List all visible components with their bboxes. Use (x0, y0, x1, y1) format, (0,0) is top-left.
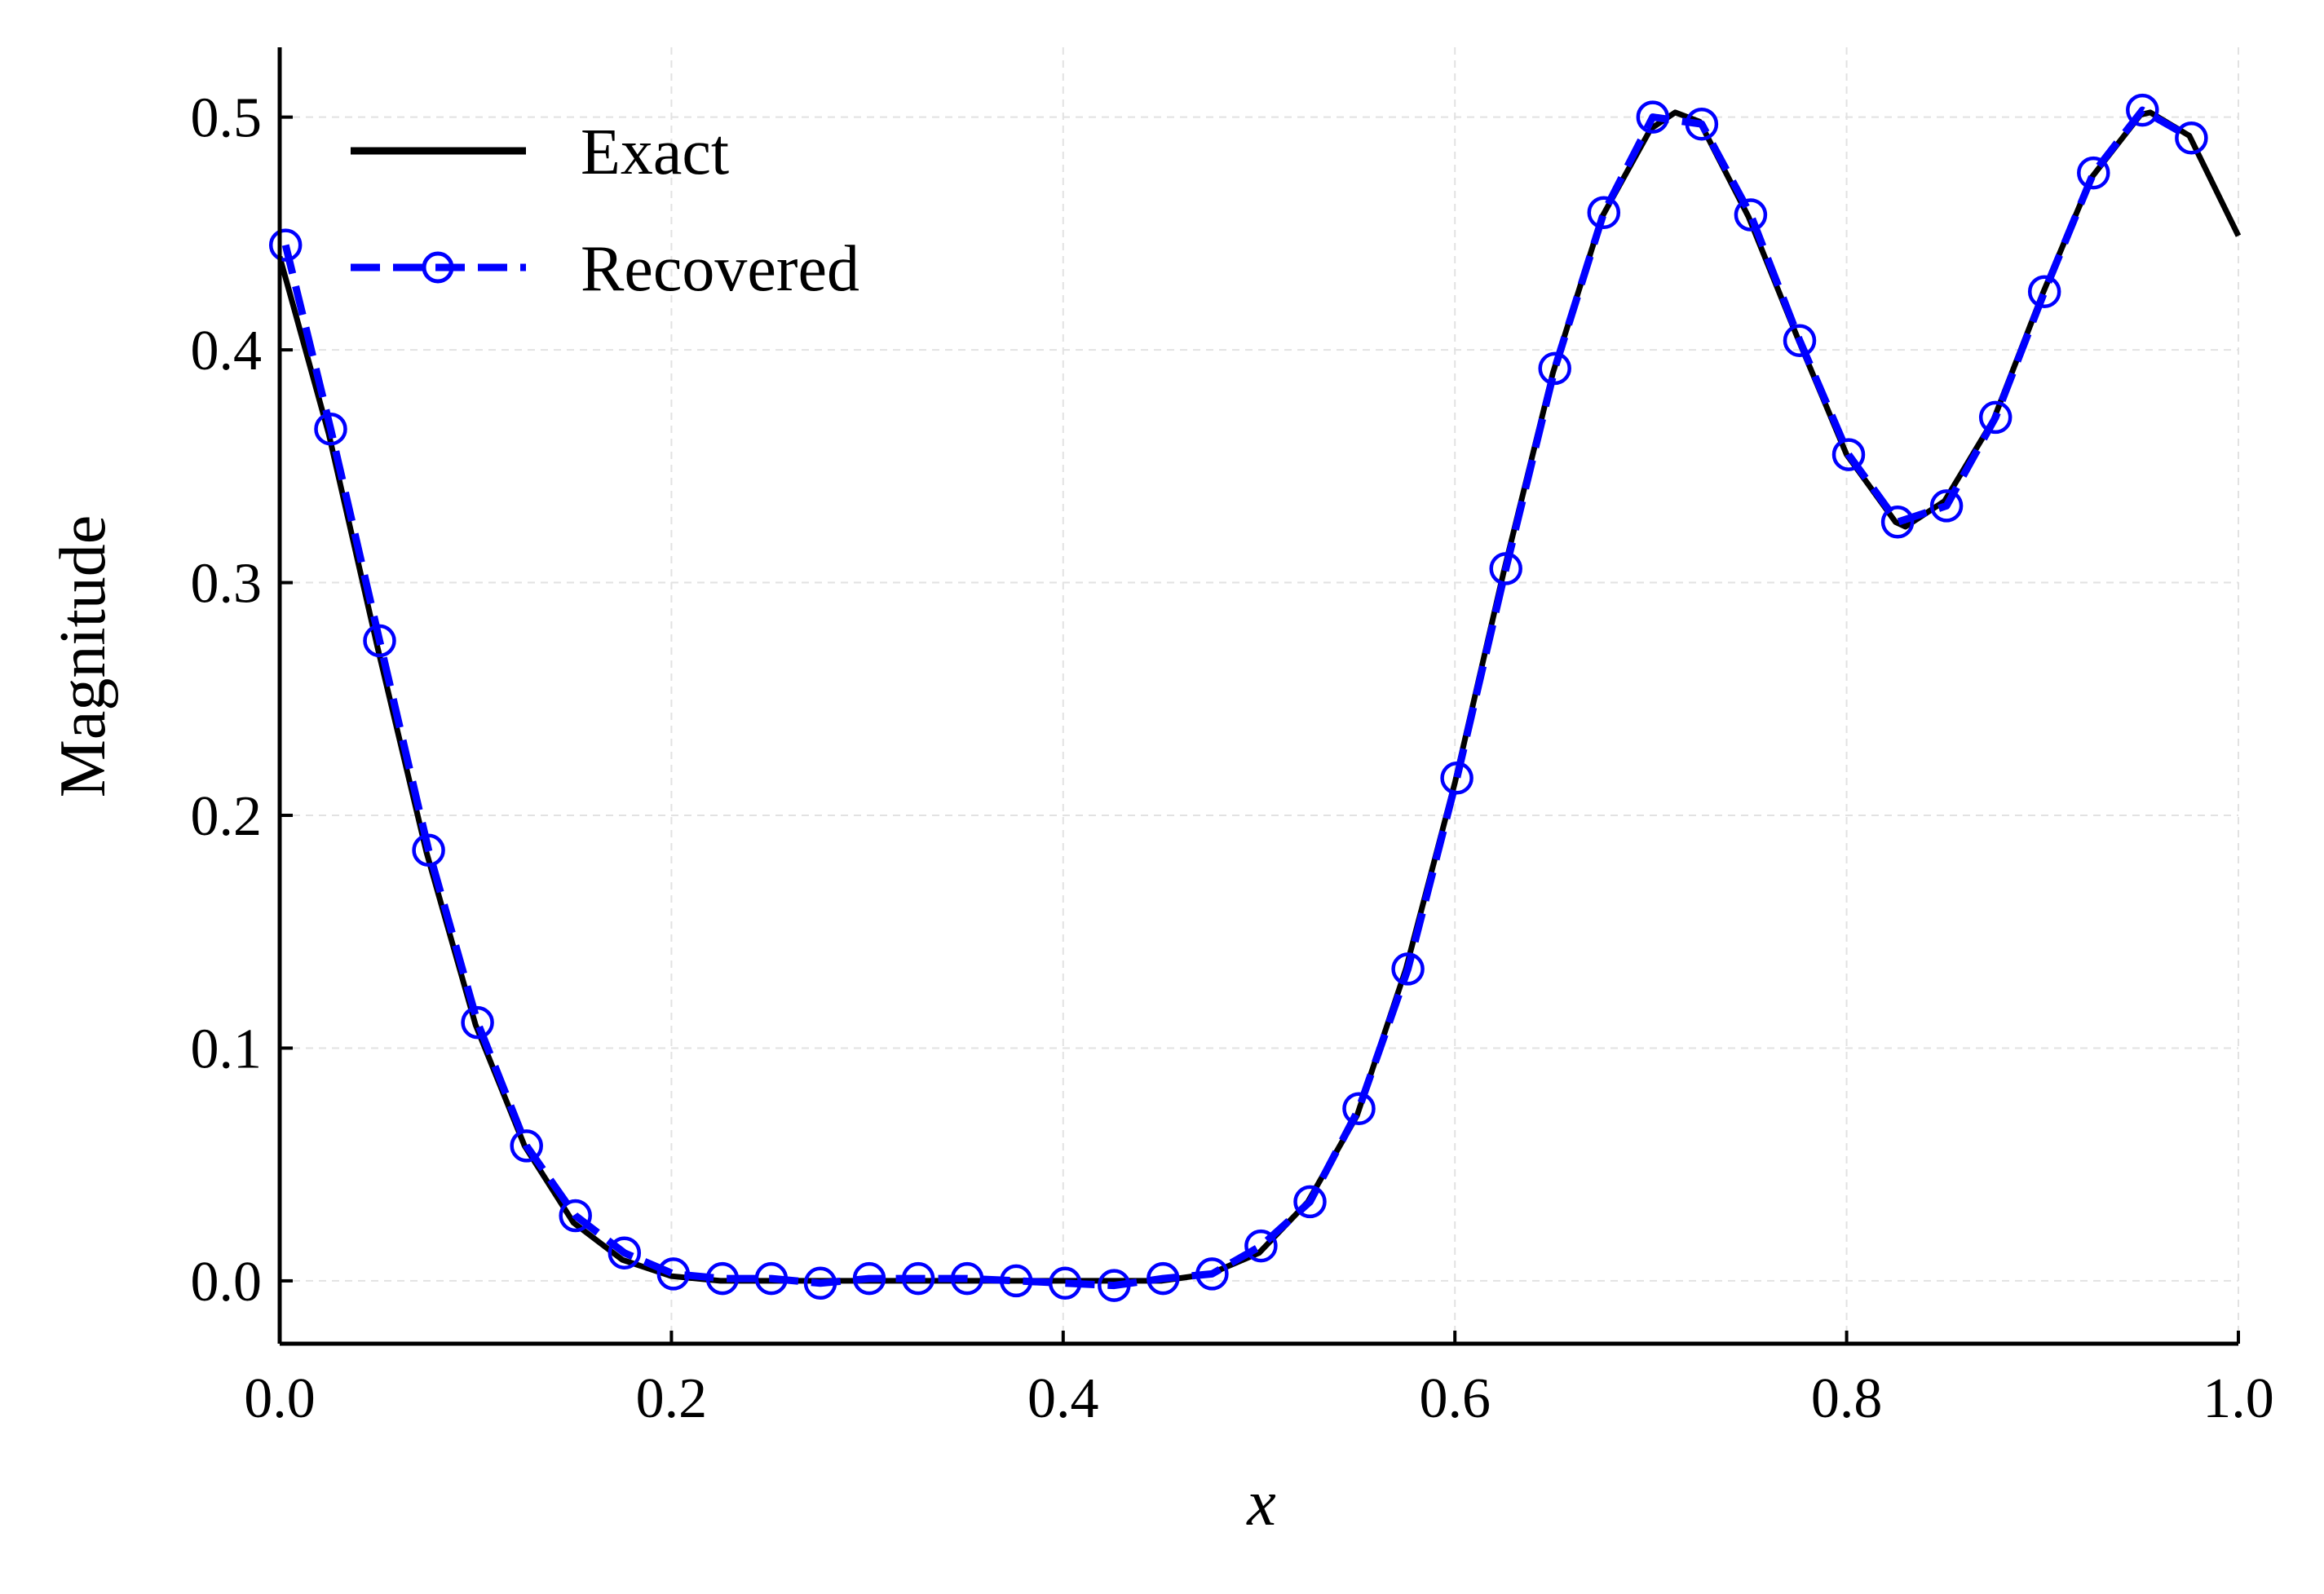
data-point-recovered (1978, 400, 2013, 435)
ticks: 0.0 0.2 0.4 0.6 0.8 1.0 0.0 0.1 0.2 0.3 0.4 0.5 (191, 87, 2274, 1430)
series-line-recovered (281, 106, 2194, 1290)
axes (277, 47, 2238, 1346)
data-point-recovered (1538, 351, 1571, 386)
data-point-recovered (1195, 1257, 1229, 1291)
y-tick-label: 0.0 (191, 1251, 263, 1314)
x-tick-label: 0.6 (1419, 1367, 1491, 1430)
data-point-recovered (461, 1005, 494, 1040)
data-point-recovered (705, 1261, 740, 1296)
data-point-recovered (1783, 324, 1817, 357)
x-tick-label: 0.2 (636, 1367, 708, 1430)
data-point-recovered (314, 412, 347, 446)
data-point-recovered (1391, 952, 1425, 986)
data-point-recovered (901, 1261, 935, 1296)
data-point-recovered (1489, 552, 1522, 585)
data-point-recovered (1734, 198, 1768, 232)
data-point-recovered (1440, 762, 1473, 795)
legend-item-recovered: Recovered (351, 233, 859, 305)
data-point-recovered (2175, 121, 2208, 155)
x-tick-label: 0.4 (1027, 1367, 1099, 1430)
data-point-recovered (999, 1264, 1033, 1298)
y-tick-label: 0.4 (191, 320, 263, 382)
data-point-recovered (559, 1199, 592, 1233)
x-tick-label: 0.0 (244, 1367, 316, 1430)
y-tick-label: 0.3 (191, 553, 263, 616)
data-point-recovered (1929, 489, 1964, 523)
data-point-recovered (1880, 506, 1915, 539)
data-point-recovered (412, 833, 445, 868)
data-point-recovered (510, 1129, 543, 1163)
data-point-recovered (754, 1261, 789, 1296)
x-tick-label: 1.0 (2202, 1367, 2274, 1430)
data-point-recovered (950, 1261, 984, 1296)
data-point-recovered (803, 1266, 837, 1300)
data-point-recovered (608, 1236, 642, 1269)
data-point-recovered (1293, 1185, 1327, 1219)
data-point-recovered (1147, 1261, 1180, 1296)
data-point-recovered (656, 1257, 691, 1291)
data-point-recovered (363, 624, 396, 658)
data-point-recovered (1636, 100, 1670, 134)
data-point-recovered (1587, 196, 1621, 229)
data-point-recovered (1244, 1229, 1278, 1263)
legend-item-exact: Exact (351, 117, 729, 188)
x-axis-title: x (1246, 1468, 1276, 1539)
y-tick-label: 0.5 (191, 87, 263, 150)
grid (279, 47, 2239, 1344)
data-point-recovered (1831, 438, 1866, 471)
legend-label-exact: Exact (581, 117, 729, 188)
data-point-recovered (1685, 107, 1719, 141)
plot-area (268, 93, 2242, 1302)
data-point-recovered (852, 1261, 886, 1296)
data-point-recovered (1098, 1269, 1131, 1302)
y-tick-label: 0.2 (191, 785, 263, 848)
data-point-recovered (1048, 1266, 1082, 1300)
x-tick-label: 0.8 (1811, 1367, 1883, 1430)
legend: Exact Recovered (351, 117, 859, 305)
legend-label-recovered: Recovered (581, 233, 859, 305)
data-point-recovered (2027, 275, 2061, 308)
y-tick-label: 0.1 (191, 1018, 263, 1080)
data-point-recovered (268, 228, 303, 262)
data-point-recovered (1342, 1092, 1376, 1125)
data-point-recovered (2126, 93, 2159, 127)
y-axis-title: Magnitude (47, 515, 119, 798)
data-point-recovered (2077, 156, 2110, 190)
legend-marker-recovered (422, 251, 454, 284)
